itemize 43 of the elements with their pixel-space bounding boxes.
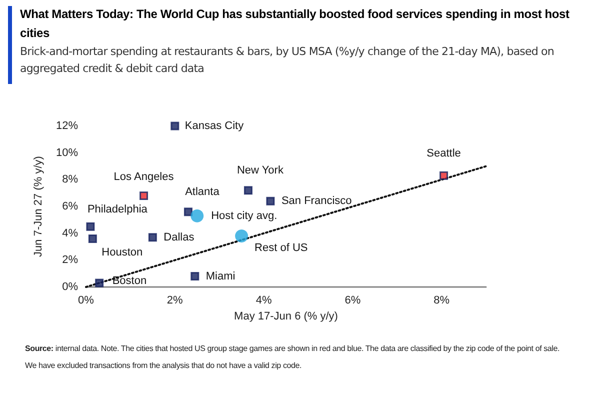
x-axis-title: May 17-Jun 6 (% y/y) [234, 310, 338, 322]
y-tick-label: 0% [62, 281, 78, 293]
annotation: Kansas City [184, 120, 244, 132]
x-tick-label: 2% [166, 294, 184, 306]
annotation: San Francisco [281, 195, 352, 208]
x-tick-label: 4% [256, 294, 272, 306]
point [440, 171, 448, 180]
annotation: Miami [206, 270, 236, 282]
annotation: New York [236, 164, 284, 176]
point [190, 209, 204, 222]
x-tick-label: 0% [78, 294, 94, 306]
annotation: Los Angeles [114, 170, 174, 183]
point [95, 278, 104, 288]
chart-subtitle: Brick-and-mortar spending at restaurants & bars, by US MSA (%y/y change of the 21-day MA), based on aggregated credit & debit card data [20, 44, 555, 77]
point [170, 122, 180, 130]
annotation: Houston [102, 246, 143, 259]
x-tick-label: 6% [344, 294, 361, 306]
annotation: Dallas [164, 231, 195, 244]
annotation: Philadelphia [87, 204, 148, 216]
point [235, 230, 248, 243]
point [244, 186, 252, 195]
y-tick-label: 4% [62, 227, 78, 240]
annotation: Boston [112, 274, 147, 287]
annotation: Host city avg. [211, 210, 278, 222]
point [190, 272, 200, 281]
y-tick-label: 6% [62, 200, 78, 212]
source-note: Source: internal data. Note. The cities that hosted US group stage games are shown in red and blue. The data are classified by the zip code of the point of sale. We have excluded transactions from the analysis that do not have a valid zip code. [25, 343, 561, 372]
annotation: Rest of US [254, 242, 308, 254]
chart-title: What Matters Today: The World Cup has substantially boosted food services spending in most host cities [20, 6, 570, 42]
point [86, 222, 95, 231]
point [184, 208, 192, 216]
annotation: Atlanta [185, 186, 220, 198]
y-tick-label: 12% [56, 120, 78, 132]
annotation: Seattle [426, 148, 461, 160]
x-tick-label: 8% [434, 294, 450, 306]
y-axis-title: Jun 7-Jun 27 (% y/y) [32, 156, 44, 257]
y-tick-label: 8% [62, 174, 78, 186]
point [266, 196, 275, 206]
y-tick-label: 2% [62, 254, 78, 266]
point [148, 233, 157, 242]
y-tick-label: 10% [56, 146, 78, 159]
point [88, 234, 97, 243]
point [140, 192, 148, 200]
